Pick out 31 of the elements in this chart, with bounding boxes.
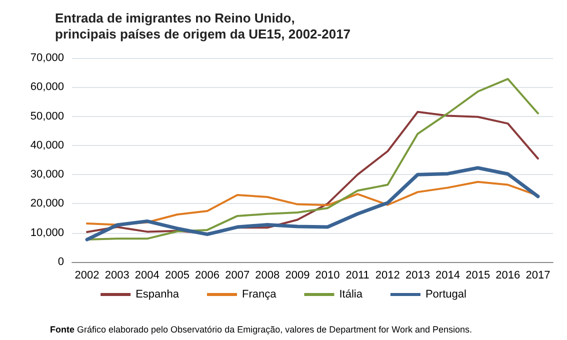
x-tick-label: 2017 [526, 270, 550, 282]
x-tick-label: 2010 [315, 270, 340, 282]
x-tick-label: 2008 [255, 270, 280, 282]
x-tick-label: 2004 [134, 270, 160, 282]
x-tick-label: 2016 [496, 270, 520, 282]
x-tick-label: 2007 [225, 270, 250, 282]
chart-title: Entrada de imigrantes no Reino Unido, principais países de origem da UE15, 2002-2017 [55, 10, 351, 42]
y-tick-label: 30,000 [30, 168, 64, 181]
x-tick-label: 2005 [164, 270, 190, 282]
y-tick-label: 0 [58, 256, 64, 268]
y-tick-label: 50,000 [30, 110, 64, 122]
y-tick-label: 10,000 [30, 226, 64, 239]
legend-label: França [242, 288, 278, 300]
x-tick-label: 2015 [466, 270, 490, 282]
x-tick-label: 2013 [405, 270, 430, 282]
legend-label: Portugal [425, 288, 466, 300]
source-note: Fonte Gráfico elaborado pelo Observatório da Emigração, valores de Department for Work and Pensions. [50, 324, 472, 334]
legend-label: Itália [339, 288, 364, 300]
x-tick-label: 2006 [195, 270, 220, 282]
y-tick-label: 20,000 [30, 198, 64, 210]
x-tick-label: 2011 [346, 270, 370, 282]
line-series [85, 166, 540, 242]
x-tick-label: 2012 [375, 270, 400, 282]
y-tick-label: 60,000 [30, 81, 64, 94]
x-tick-label: 2002 [74, 270, 100, 282]
legend-label: Espanha [136, 288, 180, 300]
y-tick-label: 70,000 [30, 52, 64, 64]
x-tick-label: 2014 [436, 270, 460, 282]
x-tick-label: 2009 [285, 270, 310, 282]
x-tick-label: 2003 [104, 270, 130, 282]
y-tick-label: 40,000 [30, 139, 64, 152]
